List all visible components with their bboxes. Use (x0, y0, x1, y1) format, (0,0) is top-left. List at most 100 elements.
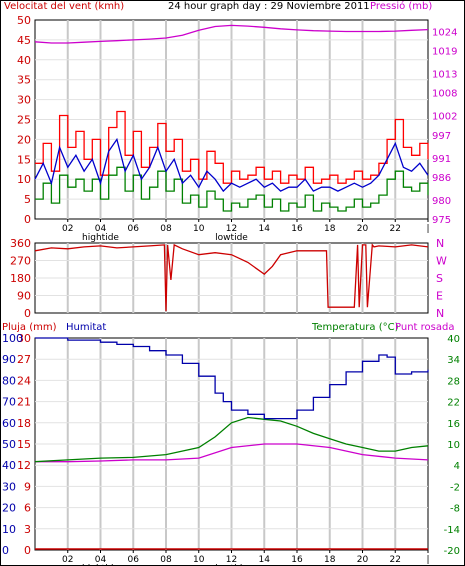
rain-axis-title: Pluja (mm) (2, 322, 57, 333)
direction-compass-label: E (436, 290, 443, 303)
temperature-ytick-label: -2 (450, 482, 460, 493)
pressure-line (34, 24, 429, 44)
temperature-ytick-label: 28 (447, 376, 460, 387)
pressure-ytick-label: 986 (432, 173, 451, 184)
temperature-ytick-label: 22 (447, 398, 460, 409)
wind-avg-line (34, 137, 429, 193)
climate-panel-xtick-label: 10 (193, 555, 205, 565)
climate-panel-hightide-label: hightide (82, 564, 119, 566)
rain-ytick-label: 30 (17, 332, 31, 345)
wind-panel-hightide-label: hightide (82, 233, 119, 243)
wind-ytick-label: 0 (24, 213, 31, 226)
rain-ytick-label: 3 (24, 523, 31, 536)
wind-direction-line (34, 243, 429, 312)
wind-panel-xtick-label: 02 (62, 224, 73, 234)
climate-panel-xtick-label: 06 (128, 555, 140, 565)
direction-ytick-label: 90 (17, 290, 31, 303)
rain-ytick-label: 24 (17, 374, 31, 387)
rain-ytick-label: 27 (17, 353, 31, 366)
wind-ytick-label: 30 (17, 94, 31, 107)
wind-ytick-label: 40 (17, 54, 31, 67)
humidity-ytick-label: 60 (2, 417, 16, 430)
climate-panel-xtick-label: 18 (324, 555, 336, 565)
pressure-ytick-label: 1019 (432, 47, 457, 58)
humidity-line (35, 337, 429, 420)
direction-ytick-label: 270 (10, 255, 31, 268)
humidity-axis-title: Humitat (66, 322, 106, 333)
direction-compass-label: W (436, 255, 447, 268)
pressure-ytick-label: 980 (432, 196, 451, 207)
temperature-ytick-label: 4 (454, 461, 460, 472)
direction-ytick-label: 180 (10, 272, 31, 285)
pressure-axis-title: Pressió (mb) (370, 0, 432, 12)
wind-ytick-label: 5 (24, 193, 31, 206)
pressure-ytick-label: 1013 (432, 70, 457, 81)
pressure-ytick-label: 997 (432, 131, 451, 142)
rain-ytick-label: 18 (17, 417, 31, 430)
humidity-ytick-label: 10 (2, 523, 16, 536)
wind-min-line (35, 166, 429, 212)
humidity-ytick-label: 50 (2, 438, 16, 451)
temperature-ytick-label: 34 (447, 355, 460, 366)
climate-panel-xtick-label: 02 (62, 555, 73, 565)
chart-title: 24 hour graph day : 29 Noviembre 2011 (168, 1, 370, 12)
climate-panel-xtick-label: 22 (390, 555, 401, 565)
climate-panel-xtick-label: 12 (226, 555, 237, 565)
direction-compass-label: N (436, 237, 444, 250)
rain-ytick-label: 9 (24, 480, 31, 493)
direction-compass-label: N (436, 307, 444, 320)
wind-ytick-label: 25 (17, 114, 31, 127)
temperature-line (34, 416, 429, 463)
rain-ytick-label: 12 (17, 459, 31, 472)
rain-ytick-label: 15 (17, 438, 31, 451)
climate-panel-xtick-label: 08 (160, 555, 172, 565)
climate-panel-xtick-label: 04 (95, 555, 107, 565)
dewpoint-line (35, 443, 429, 463)
humidity-ytick-label: 80 (2, 374, 16, 387)
pressure-ytick-label: 991 (432, 154, 451, 165)
wind-ytick-label: 10 (17, 173, 31, 186)
climate-panel-lowtide-label: lowtide (215, 564, 248, 566)
humidity-ytick-label: 30 (2, 480, 16, 493)
climate-panel-xtick-label: 20 (357, 555, 369, 565)
wind-panel-xtick-label: 18 (324, 224, 336, 234)
direction-ytick-label: 0 (24, 307, 31, 320)
wind-panel-xtick-label: 04 (95, 224, 107, 234)
pressure-ytick-label: 1024 (432, 27, 457, 38)
wind-axis-title: Velocitat del vent (kmh) (4, 1, 124, 12)
wind-panel-xtick-label: 22 (390, 224, 401, 234)
temperature-ytick-label: -20 (444, 546, 460, 557)
wind-max-line (35, 110, 429, 184)
humidity-ytick-label: 90 (2, 353, 16, 366)
wind-panel-xtick-label: 20 (357, 224, 369, 234)
rain-ytick-label: 21 (17, 396, 31, 409)
wind-ytick-label: 20 (17, 133, 31, 146)
climate-panel-xtick-label: 16 (291, 555, 303, 565)
temperature-ytick-label: 40 (447, 334, 460, 345)
humidity-ytick-label: 20 (2, 502, 16, 515)
wind-panel-lowtide-label: lowtide (215, 233, 248, 243)
wind-panel-xtick-label: 08 (160, 224, 172, 234)
rain-ytick-label: 0 (24, 544, 31, 557)
climate-panel-xtick-label: | (426, 555, 429, 565)
temperature-ytick-label: -14 (444, 525, 460, 536)
wind-panel-xtick-label: 10 (193, 224, 205, 234)
humidity-ytick-label: 40 (2, 459, 16, 472)
temperature-ytick-label: 16 (447, 419, 460, 430)
pressure-ytick-label: 1002 (432, 112, 457, 123)
wind-panel-xtick-label: 14 (259, 224, 271, 234)
pressure-ytick-label: 975 (432, 215, 451, 226)
direction-compass-label: S (436, 272, 443, 285)
humidity-ytick-label: 0 (2, 544, 9, 557)
humidity-ytick-label: 70 (2, 396, 16, 409)
direction-ytick-label: 360 (10, 237, 31, 250)
temperature-ytick-label: -8 (450, 504, 460, 515)
rain-ytick-label: 6 (24, 502, 31, 515)
wind-panel-xtick-label: 12 (226, 224, 237, 234)
wind-ytick-label: 50 (17, 14, 31, 27)
wind-panel-xtick-label: 06 (128, 224, 140, 234)
dewpoint-axis-title: Punt rosada (395, 322, 454, 333)
humidity-ytick-label: 100 (2, 332, 23, 345)
climate-panel-xtick-label: 14 (259, 555, 271, 565)
